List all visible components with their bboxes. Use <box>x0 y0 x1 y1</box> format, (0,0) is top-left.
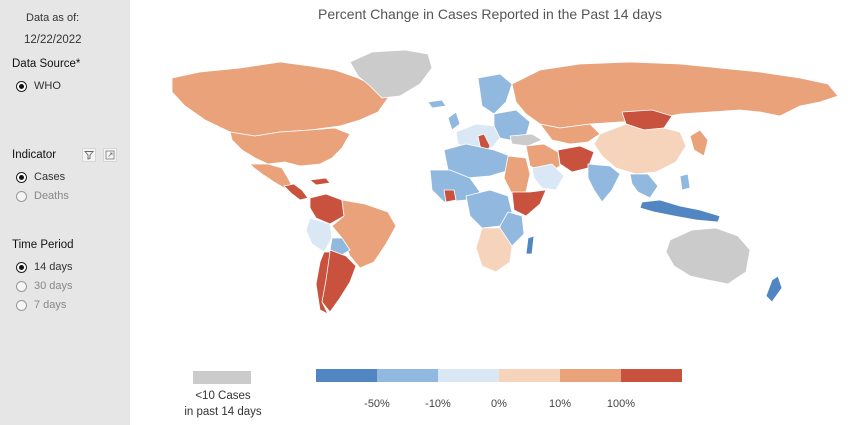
radio-label: 30 days <box>34 280 73 292</box>
time-period-7-radio[interactable]: 7 days <box>16 299 66 311</box>
region-ethiopia-somalia[interactable] <box>511 189 547 217</box>
legend-label-minus10: -10% <box>425 398 451 410</box>
legend-swatch-bin5 <box>560 369 621 382</box>
legend-label-minus50: -50% <box>364 398 390 410</box>
radio-label: 14 days <box>34 261 73 273</box>
region-southern-africa[interactable] <box>475 227 513 273</box>
legend-no-data-label-line1: <10 Cases <box>195 390 251 402</box>
radio-button[interactable] <box>16 80 27 92</box>
region-central-america[interactable] <box>283 183 309 201</box>
radio-label: Cases <box>34 171 66 183</box>
time-period-label: Time Period <box>12 239 74 251</box>
radio-label: Deaths <box>34 190 69 202</box>
region-peru[interactable] <box>305 217 333 253</box>
data-as-of-label: Data as of: <box>26 12 80 24</box>
radio-label: WHO <box>34 80 61 92</box>
expand-button[interactable] <box>103 148 117 162</box>
map-title: Percent Change in Cases Reported in the … <box>318 6 662 22</box>
region-usa[interactable] <box>229 127 351 167</box>
region-southeast-asia[interactable] <box>629 173 659 199</box>
legend-swatch-bin3 <box>438 369 499 382</box>
legend-label-10: 10% <box>548 398 572 410</box>
region-russia[interactable] <box>511 61 839 129</box>
region-uk-ireland[interactable] <box>447 111 461 131</box>
region-canada[interactable] <box>171 61 389 137</box>
radio-button[interactable] <box>16 261 27 273</box>
region-scandinavia[interactable] <box>477 73 513 115</box>
filter-icon <box>84 151 94 160</box>
radio-button[interactable] <box>16 280 27 292</box>
legend-label-zero: 0% <box>491 398 507 410</box>
region-saudi-arabia[interactable] <box>531 163 565 191</box>
time-period-30-radio[interactable]: 30 days <box>16 280 73 292</box>
data-source-label: Data Source* <box>12 58 81 70</box>
indicator-deaths-radio[interactable]: Deaths <box>16 190 69 202</box>
region-egypt-sudan[interactable] <box>503 155 531 195</box>
region-china[interactable] <box>593 123 687 175</box>
legend-no-data-label-line2: in past 14 days <box>184 406 262 418</box>
region-iceland[interactable] <box>427 99 447 109</box>
legend-swatch-bin6 <box>621 369 682 382</box>
region-turkey[interactable] <box>509 133 543 147</box>
region-new-zealand[interactable] <box>765 275 783 303</box>
legend-swatch-bin4 <box>499 369 560 382</box>
world-choropleth-map <box>171 49 839 315</box>
region-philippines[interactable] <box>679 173 691 191</box>
region-chile[interactable] <box>315 251 331 315</box>
region-indonesia[interactable] <box>639 199 721 223</box>
radio-button[interactable] <box>16 190 27 202</box>
legend-swatch-bin1 <box>316 369 377 382</box>
indicator-label: Indicator <box>12 149 57 161</box>
indicator-cases-radio[interactable]: Cases <box>16 171 65 183</box>
region-korea-japan[interactable] <box>689 129 709 157</box>
expand-icon <box>105 150 115 160</box>
filter-button[interactable] <box>82 148 96 162</box>
radio-button[interactable] <box>16 299 27 311</box>
region-greenland[interactable] <box>349 49 433 99</box>
legend-swatch-bin2 <box>377 369 438 382</box>
region-ghana-cote-divoire[interactable] <box>443 189 457 203</box>
radio-button[interactable] <box>16 171 27 183</box>
region-australia[interactable] <box>665 227 751 285</box>
radio-label: 7 days <box>34 299 67 311</box>
region-madagascar[interactable] <box>525 235 535 255</box>
legend-no-data-swatch <box>193 371 251 384</box>
region-mexico[interactable] <box>249 163 293 189</box>
filter-sidebar: Data as of: 12/22/2022 Data Source* WHO … <box>0 0 130 425</box>
region-caribbean[interactable] <box>309 177 331 186</box>
region-india[interactable] <box>587 163 621 203</box>
data-date: 12/22/2022 <box>24 34 82 46</box>
time-period-14-radio[interactable]: 14 days <box>16 261 73 273</box>
data-source-who-radio[interactable]: WHO <box>16 80 61 92</box>
region-venezuela-colombia[interactable] <box>309 193 345 225</box>
legend-label-100: 100% <box>606 398 636 410</box>
region-kazakhstan[interactable] <box>539 123 601 145</box>
